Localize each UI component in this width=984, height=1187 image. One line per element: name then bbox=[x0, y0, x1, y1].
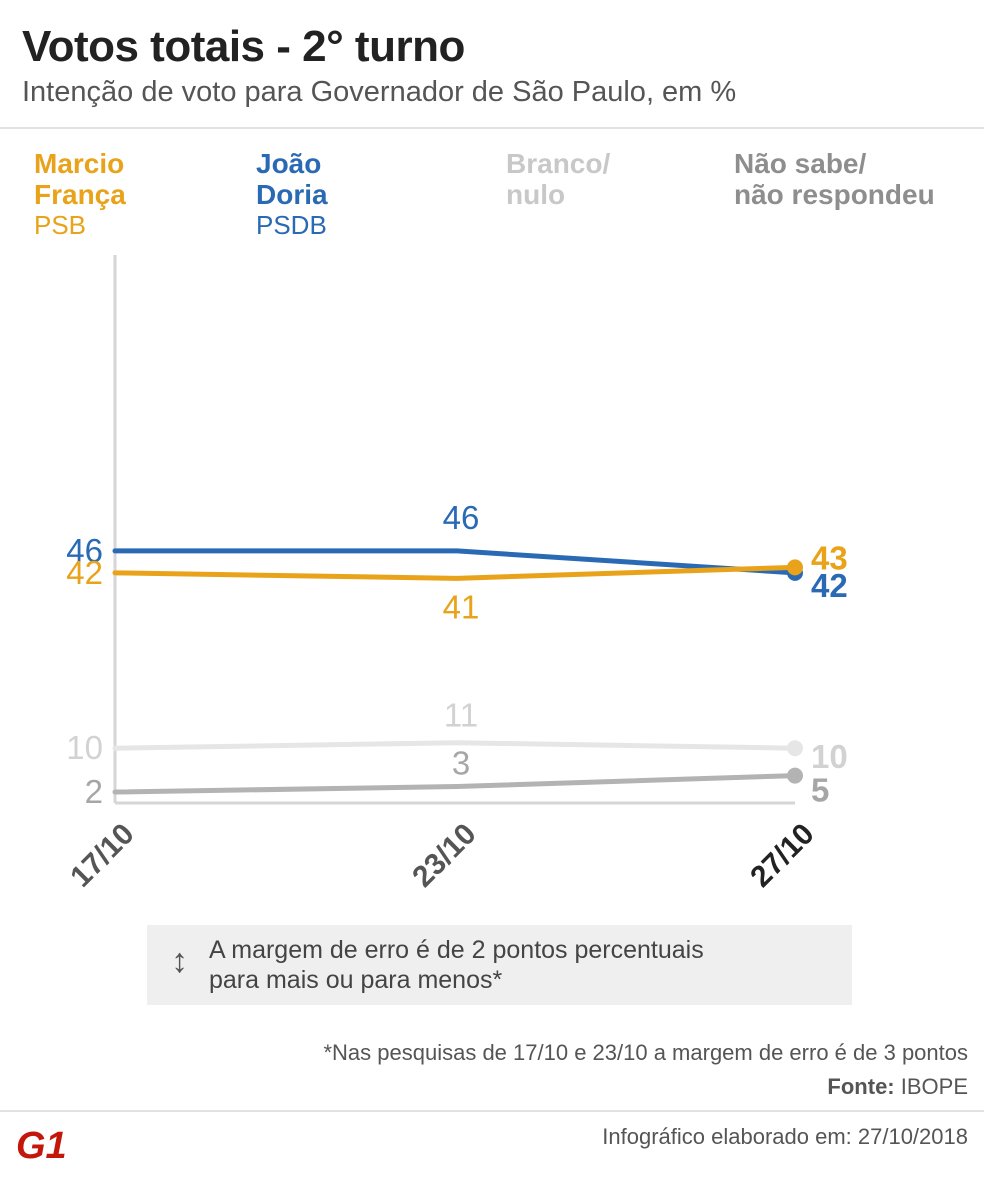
legend-item-nao-sabe: Não sabe/ não respondeu bbox=[734, 148, 935, 210]
legend-item-marcio-franca: Marcio França PSB bbox=[34, 148, 126, 241]
data-label-end: 10 bbox=[811, 738, 848, 775]
data-label-mid: 41 bbox=[443, 588, 480, 625]
legend-item-joao-doria: João Doria PSDB bbox=[256, 148, 328, 241]
margin-of-error-note: ↕ A margem de erro é de 2 pontos percent… bbox=[147, 925, 852, 1005]
footer-divider bbox=[0, 1110, 984, 1112]
source-label: Fonte: bbox=[827, 1074, 895, 1099]
legend-party: PSB bbox=[34, 210, 87, 240]
header-divider bbox=[0, 127, 984, 129]
data-label-start: 2 bbox=[85, 773, 103, 810]
source-value: IBOPE bbox=[900, 1074, 968, 1099]
x-tick-label: 27/10 bbox=[744, 817, 820, 893]
series-end-point bbox=[787, 767, 803, 784]
footnote: *Nas pesquisas de 17/10 e 23/10 a margem… bbox=[323, 1040, 968, 1065]
data-label-start: 42 bbox=[66, 554, 103, 591]
series-line bbox=[112, 773, 798, 795]
series-end-point bbox=[787, 740, 803, 757]
data-label-mid: 11 bbox=[444, 697, 478, 734]
legend-name: João Doria bbox=[256, 148, 328, 210]
data-label-start: 46 bbox=[66, 532, 103, 569]
data-label-start: 10 bbox=[66, 729, 103, 766]
series-end-point bbox=[787, 559, 803, 576]
series-line bbox=[112, 564, 798, 581]
series-line bbox=[112, 740, 798, 751]
legend-name: Branco/ nulo bbox=[506, 148, 611, 210]
chart-subtitle: Intenção de voto para Governador de São … bbox=[22, 76, 737, 108]
data-label-end: 5 bbox=[811, 772, 829, 809]
series-line bbox=[112, 548, 798, 576]
x-tick-label: 23/10 bbox=[406, 817, 482, 893]
legend-item-branco-nulo: Branco/ nulo bbox=[506, 148, 610, 210]
chart-title: Votos totais - 2° turno bbox=[22, 22, 465, 71]
data-label-mid: 3 bbox=[452, 745, 470, 782]
legend-name: Não sabe/ não respondeu bbox=[734, 148, 935, 210]
legend-name: Marcio França bbox=[34, 148, 126, 210]
source: Fonte: IBOPE bbox=[827, 1074, 968, 1100]
note-text: A margem de erro é de 2 pontos percentua… bbox=[209, 936, 704, 994]
logo-text: G1 bbox=[16, 1125, 67, 1164]
x-tick-label: 17/10 bbox=[64, 817, 140, 893]
credits: Infográfico elaborado em: 27/10/2018 bbox=[602, 1124, 968, 1149]
g1-logo: G1 bbox=[16, 1125, 67, 1164]
data-label-end: 42 bbox=[811, 567, 848, 604]
legend-party: PSDB bbox=[256, 210, 327, 240]
vertical-arrow-icon: ↕ bbox=[171, 942, 188, 980]
data-label-end: 43 bbox=[811, 539, 848, 576]
data-label-mid: 46 bbox=[443, 499, 480, 536]
